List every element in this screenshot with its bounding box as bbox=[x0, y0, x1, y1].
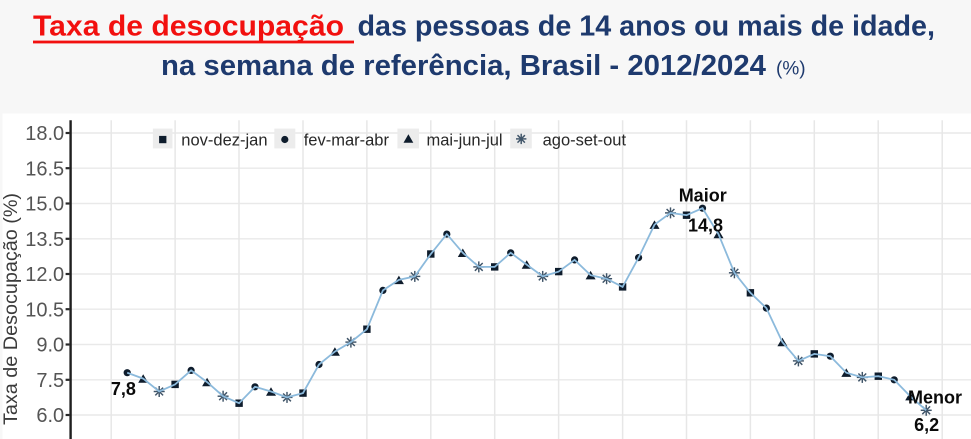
svg-text:15.0: 15.0 bbox=[25, 194, 64, 216]
svg-text:7,8: 7,8 bbox=[111, 379, 136, 399]
svg-text:(%): (%) bbox=[776, 59, 806, 80]
svg-text:fev-mar-abr: fev-mar-abr bbox=[304, 131, 390, 149]
svg-text:Maior: Maior bbox=[679, 186, 727, 206]
svg-text:9.0: 9.0 bbox=[36, 335, 64, 357]
svg-text:ago-set-out: ago-set-out bbox=[543, 131, 627, 149]
svg-text:14,8: 14,8 bbox=[688, 215, 723, 235]
svg-text:7.5: 7.5 bbox=[36, 370, 64, 392]
svg-text:6,2: 6,2 bbox=[914, 415, 939, 435]
svg-text:na semana de referência, Brasi: na semana de referência, Brasil - 2012/2… bbox=[161, 50, 766, 82]
svg-text:16.5: 16.5 bbox=[25, 158, 64, 180]
svg-text:12.0: 12.0 bbox=[25, 264, 64, 286]
svg-text:Menor: Menor bbox=[908, 388, 962, 408]
svg-text:nov-dez-jan: nov-dez-jan bbox=[181, 131, 267, 149]
svg-text:13.5: 13.5 bbox=[25, 229, 64, 251]
svg-text:18.0: 18.0 bbox=[25, 123, 64, 145]
svg-text:Taxa de Desocupação (%): Taxa de Desocupação (%) bbox=[0, 193, 22, 425]
svg-text:10.5: 10.5 bbox=[25, 299, 64, 321]
svg-text:6.0: 6.0 bbox=[36, 405, 64, 427]
svg-text:mai-jun-jul: mai-jun-jul bbox=[427, 131, 503, 149]
